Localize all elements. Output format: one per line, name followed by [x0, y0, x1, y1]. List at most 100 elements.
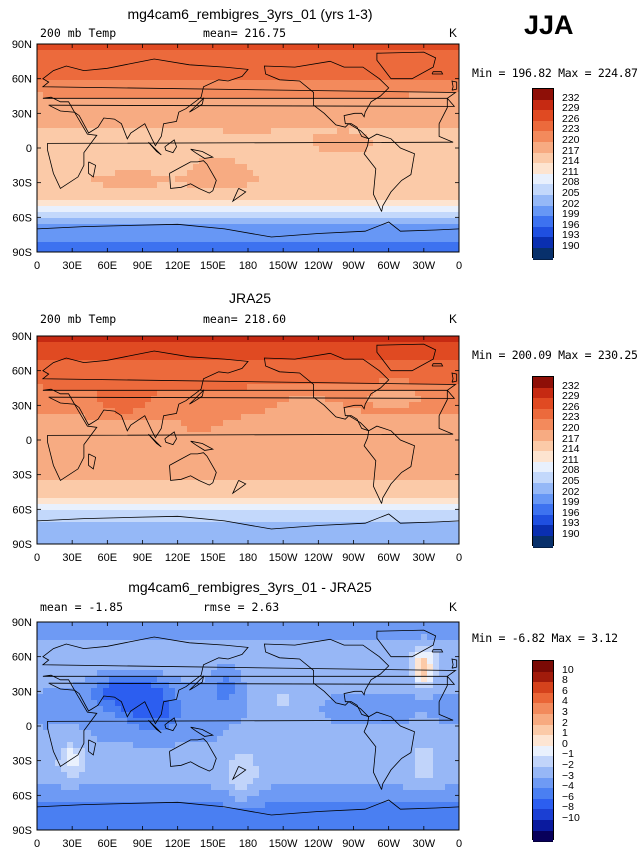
field-cell: [181, 360, 188, 367]
field-cell: [325, 212, 332, 219]
field-cell: [373, 396, 380, 403]
field-cell: [373, 176, 380, 183]
field-cell: [211, 134, 218, 141]
field-cell: [343, 396, 350, 403]
field-cell: [109, 522, 116, 529]
field-cell: [301, 230, 308, 237]
field-cell: [283, 194, 290, 201]
field-cell: [79, 176, 86, 183]
field-cell: [109, 486, 116, 493]
field-cell: [367, 408, 374, 415]
field-cell: [91, 474, 98, 481]
field-cell: [103, 342, 110, 349]
field-cell: [169, 450, 176, 457]
field-cell: [457, 420, 464, 427]
field-cell: [97, 366, 104, 373]
field-cell: [427, 396, 434, 403]
field-cell: [439, 62, 446, 69]
field-cell: [55, 134, 62, 141]
field-cell: [61, 50, 68, 57]
field-cell: [403, 348, 410, 355]
field-cell: [235, 444, 242, 451]
field-cell: [247, 242, 254, 249]
field-cell: [259, 242, 266, 249]
field-cell: [337, 146, 344, 153]
field-cell: [211, 158, 218, 165]
field-cell: [67, 480, 74, 487]
field-cell: [55, 248, 62, 255]
field-cell: [301, 110, 308, 117]
field-cell: [217, 426, 224, 433]
field-cell: [235, 504, 242, 511]
field-cell: [277, 110, 284, 117]
field-cell: [187, 384, 194, 391]
field-cell: [385, 242, 392, 249]
field-cell: [403, 462, 410, 469]
field-cell: [217, 534, 224, 541]
field-cell: [61, 468, 68, 475]
field-cell: [439, 354, 446, 361]
field-cell: [289, 414, 296, 421]
field-cell: [349, 498, 356, 505]
field-cell: [151, 390, 158, 397]
field-cell: [247, 80, 254, 87]
field-cell: [415, 224, 422, 231]
field-cell: [337, 128, 344, 135]
field-cell: [343, 206, 350, 213]
field-cell: [355, 366, 362, 373]
field-cell: [97, 146, 104, 153]
field-cell: [241, 128, 248, 135]
field-cell: [181, 242, 188, 249]
field-cell: [109, 378, 116, 385]
field-cell: [367, 170, 374, 177]
field-cell: [157, 396, 164, 403]
field-cell: [229, 360, 236, 367]
field-cell: [43, 504, 50, 511]
field-cell: [235, 170, 242, 177]
field-cell: [313, 194, 320, 201]
field-cell: [391, 402, 398, 409]
field-cell: [139, 384, 146, 391]
field-cell: [91, 200, 98, 207]
field-cell: [259, 218, 266, 225]
field-cell: [121, 182, 128, 189]
field-cell: [409, 200, 416, 207]
field-cell: [169, 212, 176, 219]
field-cell: [235, 492, 242, 499]
field-cell: [217, 450, 224, 457]
field-cell: [415, 206, 422, 213]
field-cell: [43, 236, 50, 243]
x-tick-label: 90W: [342, 260, 365, 272]
field-cell: [133, 426, 140, 433]
field-cell: [37, 230, 44, 237]
field-cell: [415, 396, 422, 403]
field-cell: [49, 176, 56, 183]
field-cell: [67, 438, 74, 445]
field-cell: [397, 342, 404, 349]
field-cell: [337, 468, 344, 475]
field-cell: [379, 56, 386, 63]
field-cell: [331, 56, 338, 63]
field-cell: [379, 456, 386, 463]
field-cell: [235, 242, 242, 249]
y-tick-label: 90N: [12, 39, 32, 51]
field-cell: [457, 360, 464, 367]
field-cell: [409, 134, 416, 141]
field-cell: [259, 378, 266, 385]
field-cell: [115, 378, 122, 385]
field-cell: [307, 170, 314, 177]
field-cell: [157, 104, 164, 111]
field-cell: [307, 92, 314, 99]
field-cell: [253, 86, 260, 93]
field-cell: [277, 68, 284, 75]
field-cell: [265, 408, 272, 415]
x-tick-label: 180: [239, 260, 257, 272]
field-cell: [49, 218, 56, 225]
field-cell: [397, 372, 404, 379]
field-cell: [427, 188, 434, 195]
field-cell: [79, 522, 86, 529]
field-cell: [121, 86, 128, 93]
field-cell: [415, 378, 422, 385]
field-cell: [349, 134, 356, 141]
field-cell: [175, 480, 182, 487]
